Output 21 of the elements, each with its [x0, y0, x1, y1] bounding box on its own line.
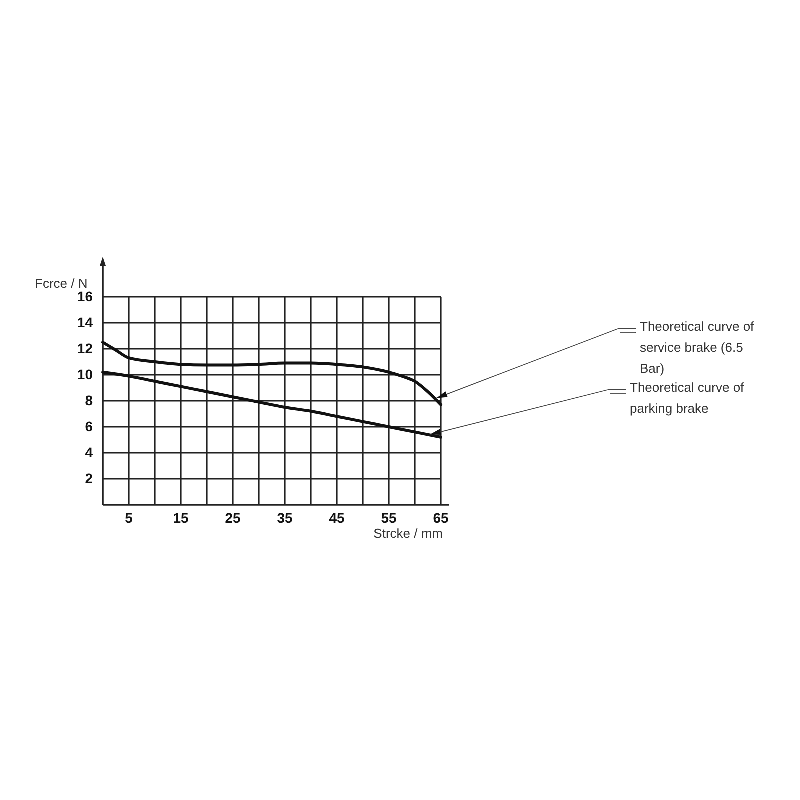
- y-axis-title: Fcrce / N: [35, 276, 88, 291]
- x-axis-title: Strcke / mm: [374, 526, 443, 541]
- x-tick-label: 45: [329, 510, 345, 526]
- y-tick-label: 6: [85, 418, 94, 434]
- y-tick-label: 14: [77, 314, 94, 330]
- x-tick-label: 5: [125, 510, 134, 526]
- line-series: [102, 341, 442, 406]
- text: Theoretical curve of parking brake: [630, 380, 745, 416]
- line-series: [102, 370, 442, 439]
- y-tick-label: 2: [85, 470, 94, 486]
- x-tick-label: 25: [225, 510, 241, 526]
- y-tick-label: 12: [77, 340, 94, 356]
- x-tick-label: 15: [173, 510, 189, 526]
- x-tick-label: 55: [381, 510, 397, 526]
- y-tick-label: 16: [77, 288, 94, 304]
- y-tick-label: 8: [85, 392, 94, 408]
- x-tick-label: 65: [433, 510, 449, 526]
- y-tick-label: 10: [77, 366, 94, 382]
- x-tick-label: 35: [277, 510, 293, 526]
- text: Theoretical curve of service brake (6.5 Bar): [640, 319, 755, 376]
- y-tick-label: 4: [85, 444, 94, 460]
